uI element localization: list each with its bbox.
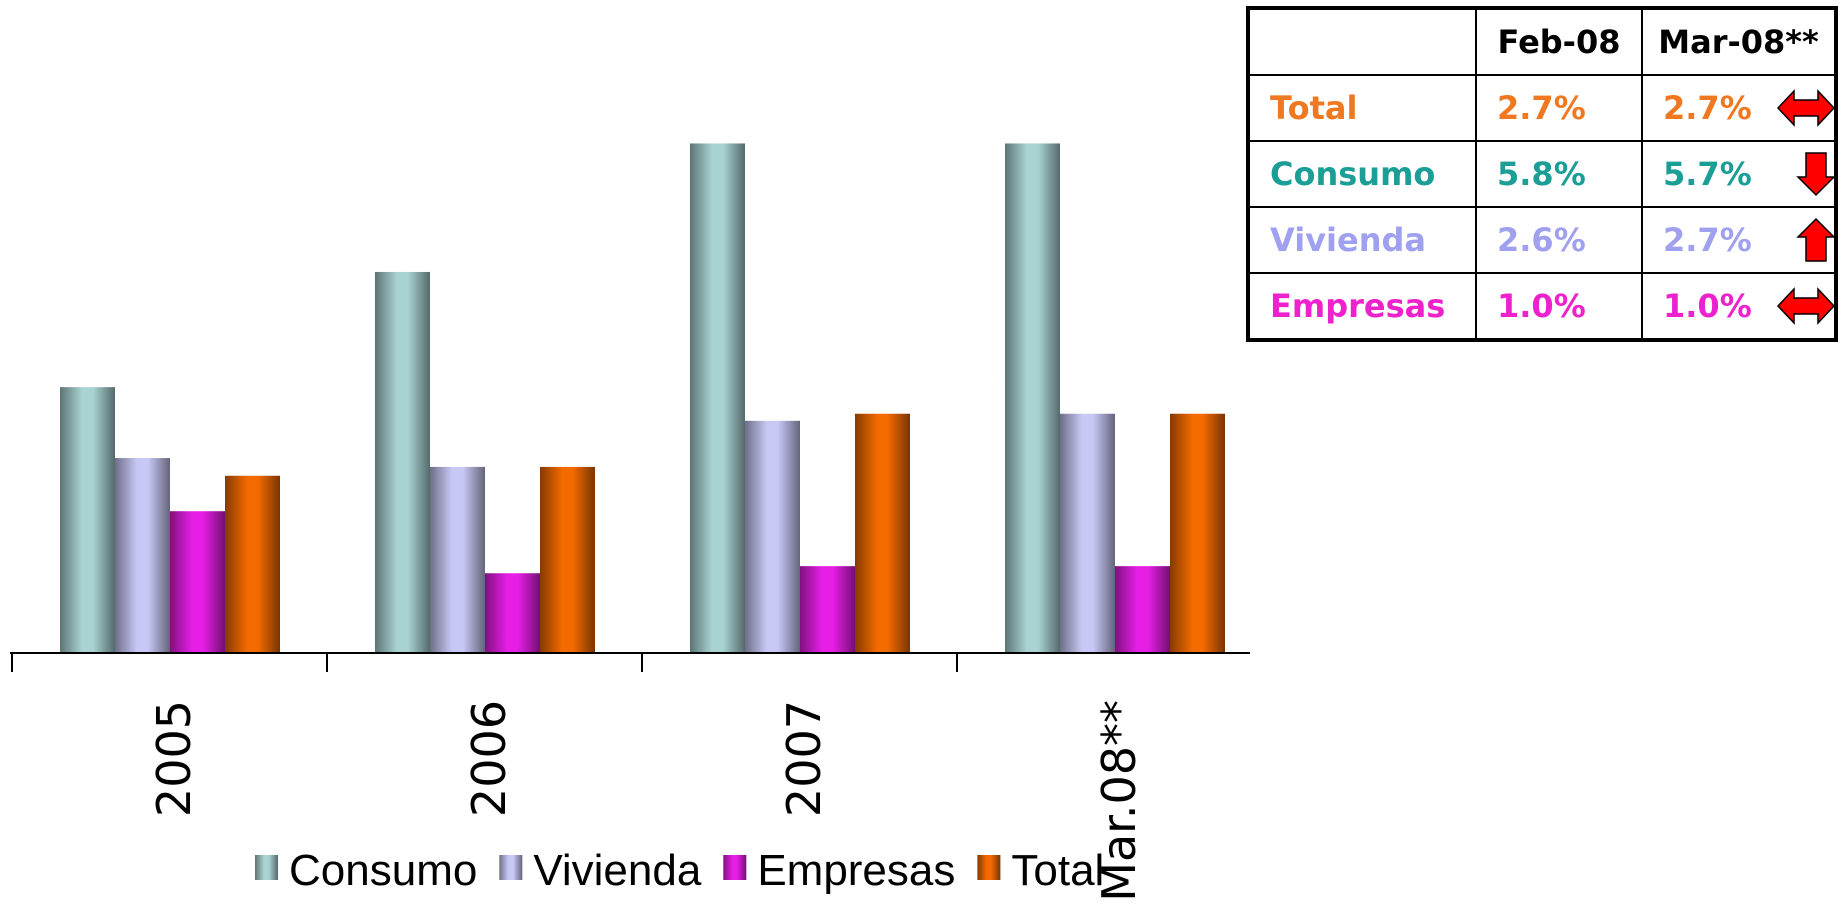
double-arrow-icon (1776, 287, 1836, 325)
table-header-blank (1247, 7, 1477, 76)
bar-consumo-2007 (690, 143, 745, 653)
cell-mar-text: 2.7% (1663, 221, 1752, 259)
x-tick-label-2007: 2007 (777, 700, 831, 817)
x-tick-label-2006: 2006 (462, 700, 516, 817)
cell-feb-text: 2.6% (1497, 221, 1586, 259)
cell-mar-text: 2.7% (1663, 89, 1752, 127)
cell-feb-text: 5.8% (1497, 155, 1586, 193)
table-row-total: Total 2.7% 2.7% (1247, 74, 1837, 142)
cell-mar-text: 5.7% (1663, 155, 1752, 193)
legend-label-vivienda: Vivienda (533, 846, 702, 895)
legend: Consumo Vivienda Empresas Total (255, 846, 1104, 895)
legend-swatch-vivienda (499, 855, 523, 880)
cell-label: Empresas (1247, 272, 1477, 341)
cell-feb: 2.7% (1475, 74, 1643, 142)
bar-consumo-2005 (60, 387, 115, 653)
bars-group (60, 143, 1225, 653)
bar-consumo-mar-08 (1005, 143, 1060, 653)
rates-table: Feb-08 Mar-08** Total 2.7% 2.7% Consumo 5.8%… (1246, 6, 1838, 342)
cell-feb: 1.0% (1475, 272, 1643, 341)
bar-empresas-2007 (800, 566, 855, 653)
cell-label-text: Total (1270, 89, 1358, 127)
cell-mar: 2.7% (1641, 206, 1837, 274)
x-tick-label-2005: 2005 (147, 700, 201, 817)
table-header-feb: Feb-08 (1475, 7, 1643, 76)
cell-feb-text: 2.7% (1497, 89, 1586, 127)
cell-mar: 2.7% (1641, 74, 1837, 142)
cell-label-text: Vivienda (1270, 221, 1426, 259)
cell-label: Consumo (1247, 140, 1477, 208)
cell-label: Vivienda (1247, 206, 1477, 274)
table-row-consumo: Consumo 5.8% 5.7% (1247, 140, 1837, 208)
bar-total-2005 (225, 475, 280, 653)
cell-label-text: Empresas (1270, 287, 1446, 325)
bar-vivienda-mar-08 (1060, 413, 1115, 653)
legend-label-consumo: Consumo (289, 846, 477, 895)
double-arrow-icon (1776, 89, 1836, 127)
legend-swatch-total (977, 855, 1001, 880)
x-tick-label-mar-08: Mar.08** (1092, 700, 1146, 902)
bar-empresas-2005 (170, 511, 225, 653)
bar-vivienda-2006 (430, 466, 485, 653)
bar-consumo-2006 (375, 271, 430, 653)
table-header-row: Feb-08 Mar-08** (1247, 7, 1837, 76)
legend-label-empresas: Empresas (757, 846, 955, 895)
cell-mar: 5.7% (1641, 140, 1837, 208)
bar-total-mar-08 (1170, 413, 1225, 653)
cell-feb: 2.6% (1475, 206, 1643, 274)
down-arrow-icon (1796, 152, 1836, 197)
legend-swatch-consumo (255, 855, 278, 880)
table-row-vivienda: Vivienda 2.6% 2.7% (1247, 206, 1837, 274)
cell-label: Total (1247, 74, 1477, 142)
legend-label-total: Total (1011, 846, 1104, 895)
table-header-mar: Mar-08** (1641, 7, 1837, 76)
x-ticks-group (11, 653, 958, 672)
up-arrow-icon (1796, 217, 1836, 262)
cell-feb: 5.8% (1475, 140, 1643, 208)
legend-swatch-empresas (723, 855, 747, 880)
cell-label-text: Consumo (1270, 155, 1436, 193)
bar-empresas-mar-08 (1115, 566, 1170, 653)
bar-vivienda-2007 (745, 420, 800, 653)
bar-total-2007 (855, 413, 910, 653)
cell-mar-text: 1.0% (1663, 287, 1752, 325)
x-tick-labels: 2005 2006 2007 Mar.08** (147, 700, 1146, 902)
bar-total-2006 (540, 466, 595, 653)
cell-feb-text: 1.0% (1497, 287, 1586, 325)
bar-vivienda-2005 (115, 458, 170, 653)
bar-empresas-2006 (485, 573, 540, 653)
table-row-empresas: Empresas 1.0% 1.0% (1247, 272, 1837, 341)
cell-mar: 1.0% (1641, 272, 1837, 341)
bar-chart: 2005 2006 2007 Mar.08** Consumo Vivienda Empr… (10, 143, 1250, 902)
